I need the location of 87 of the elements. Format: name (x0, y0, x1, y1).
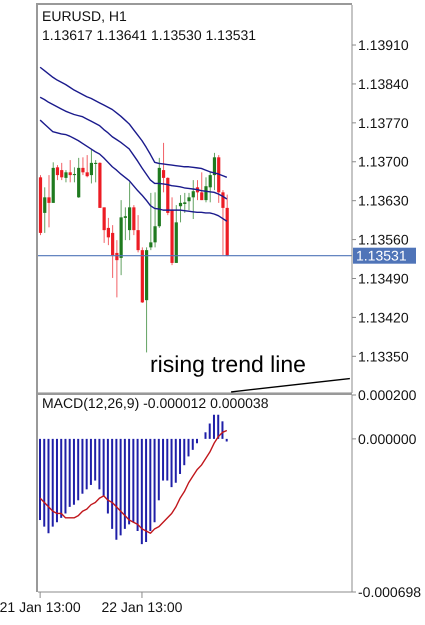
candlestick (43, 186, 46, 234)
y-tick-label: 1.13700 (358, 154, 409, 170)
candlestick (81, 156, 85, 176)
bar (124, 438, 126, 529)
y-tick-label: 0.000200 (358, 386, 417, 403)
candlestick (149, 192, 152, 251)
bar (120, 438, 122, 536)
x-tick-label: 21 Jan 13:00 (0, 599, 81, 615)
bar (64, 438, 66, 514)
candlestick (128, 182, 132, 241)
bar (183, 438, 186, 466)
bar (47, 438, 50, 534)
bar (162, 438, 164, 481)
bar (221, 421, 224, 439)
y-tick-label: 1.13630 (358, 192, 409, 209)
candlestick (60, 162, 64, 181)
chart-title: MACD(12,26,9) -0.000012 0.000038 (42, 395, 268, 411)
bar (98, 438, 100, 490)
bar (196, 438, 198, 444)
text: 1.13617 1.13641 1.13530 1.13531 (42, 27, 256, 43)
bar (43, 438, 46, 527)
candlestick (162, 142, 166, 193)
candlestick (47, 174, 51, 228)
line-series (39, 430, 228, 534)
bar (72, 438, 75, 505)
bar (106, 438, 109, 514)
bar (158, 438, 160, 500)
y-tick-label: 1.13840 (358, 76, 409, 92)
candlestick (200, 172, 204, 201)
candlestick (111, 224, 114, 278)
candlestick (68, 160, 72, 183)
bar (136, 438, 139, 532)
bar (90, 438, 92, 485)
bar (132, 438, 134, 522)
bar (226, 438, 228, 442)
y-tick-label: 1.13420 (358, 309, 409, 326)
bar (128, 438, 130, 524)
y-tick-label: 1.13910 (358, 36, 409, 53)
bar (68, 438, 71, 507)
bar (188, 438, 190, 456)
bar (60, 438, 62, 518)
bar (145, 438, 148, 542)
bar (94, 438, 96, 481)
y-tick-label: 1.13770 (358, 114, 409, 131)
candlestick (153, 192, 157, 248)
y-tick-label: -0.000698 (358, 584, 422, 600)
bar (149, 438, 152, 532)
bar (208, 424, 211, 439)
candlestick (183, 192, 186, 214)
y-tick-label: 1.13560 (358, 232, 409, 248)
candlestick (132, 204, 136, 236)
bar (86, 438, 88, 490)
bar (39, 438, 41, 520)
line-series (39, 119, 228, 222)
bar (111, 438, 114, 529)
line-series (39, 66, 228, 178)
bar (81, 438, 84, 494)
candlestick (136, 214, 140, 253)
chart-title: EURUSD, H1 (42, 8, 127, 24)
candlestick (94, 160, 98, 183)
bar (174, 438, 177, 483)
candlestick (208, 172, 212, 203)
bar (102, 438, 105, 496)
bar (52, 438, 54, 527)
bar (204, 432, 206, 439)
annotation: rising trend line (150, 351, 306, 378)
bar (77, 438, 80, 500)
bar (115, 438, 118, 540)
candlestick (64, 170, 68, 183)
y-tick-label: 1.13350 (358, 348, 409, 364)
bar (56, 438, 58, 522)
ref-line-label: 1.13531 (356, 248, 407, 264)
bar (140, 438, 143, 544)
bar (192, 438, 194, 450)
bar (170, 438, 173, 488)
candlestick (56, 164, 60, 181)
bar (217, 414, 220, 439)
x-tick-label: 22 Jan 13:00 (101, 599, 183, 615)
bar (212, 414, 215, 439)
candlestick (192, 180, 195, 220)
candlestick (86, 154, 89, 178)
bar (154, 438, 156, 522)
candlestick (90, 148, 94, 184)
bar (166, 438, 168, 481)
bar (179, 438, 182, 474)
y-tick-label: 1.13490 (358, 270, 409, 286)
y-tick-label: 0.000000 (358, 430, 417, 447)
